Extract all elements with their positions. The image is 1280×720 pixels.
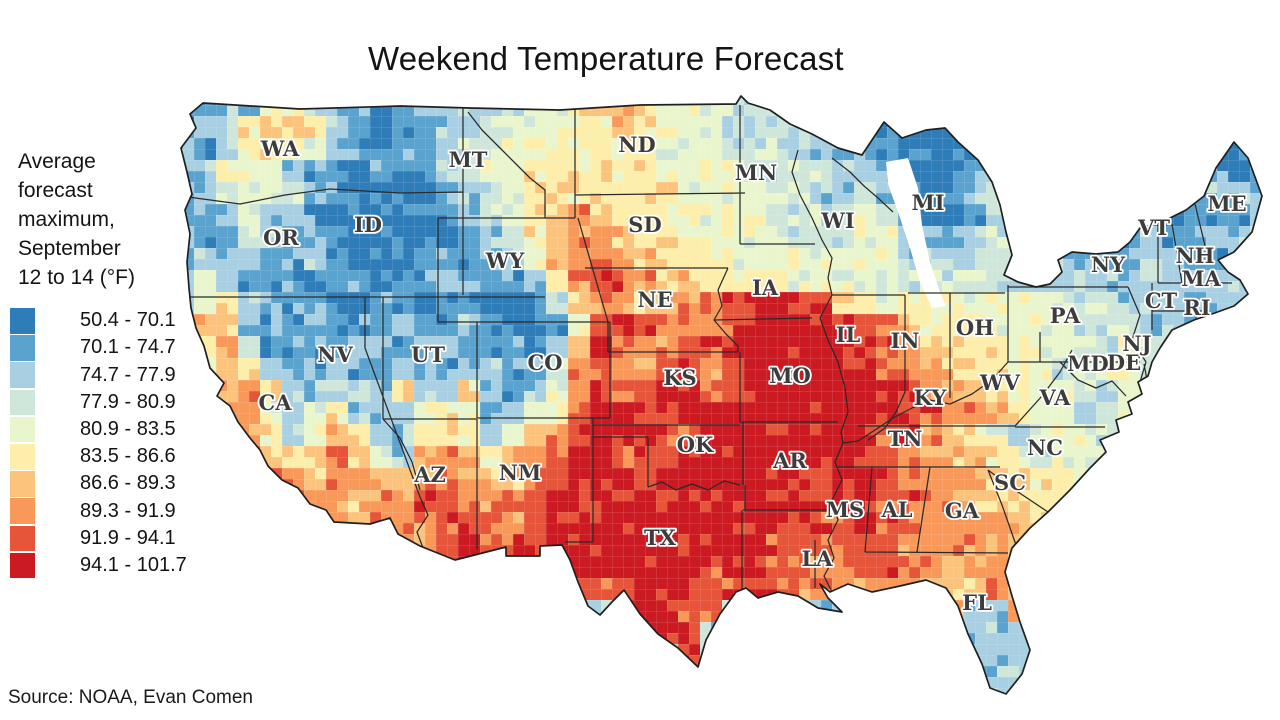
legend-swatch (10, 308, 35, 334)
state-label-ut: UT (411, 342, 445, 367)
state-label-fl: FL (962, 590, 992, 615)
state-label-tx: TX (644, 525, 677, 550)
legend-item: 86.6 - 89.3 (10, 471, 240, 497)
legend-swatch (10, 525, 35, 552)
us-outline (180, 95, 1263, 695)
state-label-nc: NC (1027, 435, 1063, 460)
state-labels: WA OR CA NV ID UT AZ MT WY CO NM ND SD NE KS OK TX MN IA MO… (257, 130, 1249, 617)
state-label-wy: WY (485, 248, 526, 273)
legend-swatch (10, 498, 35, 524)
state-label-ar: AR (772, 448, 807, 473)
legend-range-label: 91.9 - 94.1 (80, 526, 176, 549)
state-label-de: DE (1107, 350, 1141, 375)
state-label-or: OR (263, 225, 299, 250)
legend-swatch (10, 362, 35, 388)
state-label-wa: WA (260, 136, 300, 161)
state-label-ma: MA (1181, 266, 1221, 291)
state-label-ky: KY (914, 385, 948, 410)
legend-items: 50.4 - 70.1 70.1 - 74.7 74.7 - 77.9 77.9 - … (10, 308, 240, 579)
state-label-in: IN (890, 328, 919, 353)
legend-item: 50.4 - 70.1 (10, 308, 240, 334)
state-label-ks: KS (663, 365, 696, 390)
legend-swatch (10, 471, 35, 497)
legend-range-label: 74.7 - 77.9 (80, 363, 176, 386)
state-label-wi: WI (820, 208, 854, 233)
state-label-wv: WV (979, 370, 1021, 395)
state-label-ca: CA (258, 390, 292, 415)
state-label-pa: PA (1050, 303, 1081, 328)
state-label-mn: MN (735, 160, 777, 185)
legend-item: 74.7 - 77.9 (10, 362, 240, 388)
state-label-va: VA (1039, 385, 1072, 410)
state-label-ok: OK (677, 432, 714, 457)
state-label-ne: NE (637, 287, 672, 312)
state-label-mt: MT (449, 147, 488, 172)
state-label-ct: CT (1145, 288, 1178, 313)
legend-range-label: 50.4 - 70.1 (80, 309, 176, 332)
legend-range-label: 80.9 - 83.5 (80, 418, 176, 441)
state-label-az: AZ (413, 462, 446, 487)
legend-range-label: 83.5 - 86.6 (80, 445, 176, 468)
state-label-ga: GA (945, 498, 980, 523)
state-label-vt: VT (1137, 215, 1170, 240)
state-label-nv: NV (317, 342, 353, 367)
state-label-tn: TN (888, 426, 923, 451)
legend-item: 70.1 - 74.7 (10, 335, 240, 361)
legend-item: 91.9 - 94.1 (10, 525, 240, 552)
legend-swatch (10, 389, 35, 416)
state-label-ms: MS (826, 497, 864, 522)
state-label-me: ME (1207, 191, 1246, 216)
state-label-la: LA (801, 546, 833, 571)
legend-title: Average forecast maximum, September 12 t… (18, 150, 135, 289)
state-label-ia: IA (752, 275, 779, 300)
map-raster (181, 96, 1262, 694)
legend-swatch (10, 443, 35, 470)
legend-swatch (10, 335, 35, 361)
state-label-nh: NH (1175, 243, 1214, 268)
legend-range-label: 86.6 - 89.3 (80, 472, 176, 495)
legend-item: 83.5 - 86.6 (10, 443, 240, 470)
state-label-mo: MO (769, 363, 811, 388)
legend-item: 89.3 - 91.9 (10, 498, 240, 524)
state-label-mi: MI (911, 190, 944, 215)
temperature-legend: Average forecast maximum, September 12 t… (10, 147, 240, 579)
state-label-co: CO (527, 350, 562, 375)
legend-range-label: 77.9 - 80.9 (80, 390, 176, 413)
legend-range-label: 70.1 - 74.7 (80, 336, 176, 359)
state-label-md: MD (1067, 351, 1108, 376)
state-label-nj: NJ (1122, 331, 1151, 356)
state-label-nd: ND (618, 132, 655, 157)
state-label-il: IL (836, 322, 861, 347)
state-label-sc: SC (994, 470, 1026, 495)
legend-item: 80.9 - 83.5 (10, 416, 240, 443)
state-label-id: ID (354, 212, 382, 237)
legend-item: 94.1 - 101.7 (10, 552, 240, 579)
source-credit: Source: NOAA, Evan Comen (8, 687, 253, 708)
legend-range-label: 94.1 - 101.7 (80, 553, 187, 576)
state-label-ri: RI (1183, 295, 1210, 320)
legend-swatch (10, 552, 35, 579)
lake-michigan (886, 158, 946, 308)
state-label-ny: NY (1091, 252, 1126, 277)
page-title: Weekend Temperature Forecast (368, 40, 844, 77)
legend-swatch (10, 416, 35, 443)
state-label-sd: SD (628, 212, 661, 237)
state-label-nm: NM (499, 460, 541, 485)
state-label-al: AL (880, 497, 912, 522)
legend-range-label: 89.3 - 91.9 (80, 499, 176, 522)
state-label-oh: OH (956, 315, 994, 340)
legend-item: 77.9 - 80.9 (10, 389, 240, 416)
